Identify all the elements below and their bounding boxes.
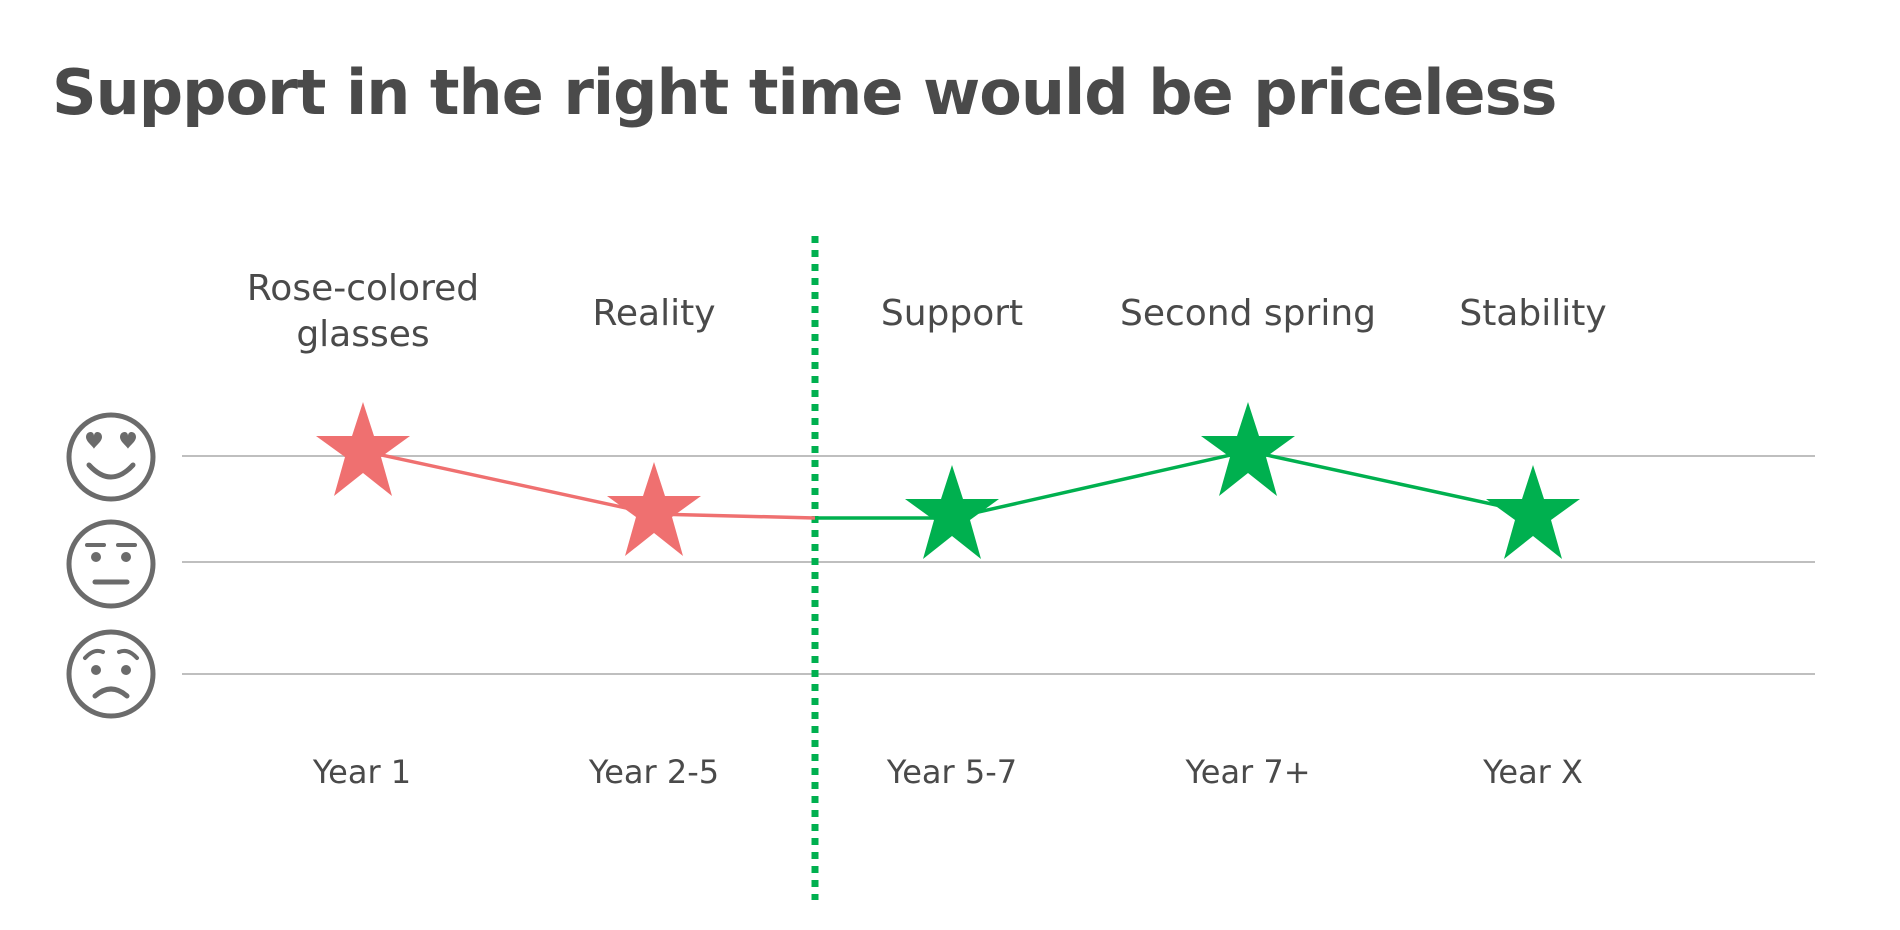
star-marker bbox=[607, 462, 701, 556]
heart-eyes-face-icon bbox=[66, 412, 156, 502]
period-label: Year 5-7 bbox=[886, 753, 1018, 791]
stage-label: Rose-colored glasses bbox=[246, 268, 480, 355]
star-marker bbox=[905, 465, 999, 559]
period-label: Year 7+ bbox=[1185, 753, 1311, 791]
star-marker bbox=[1486, 465, 1580, 559]
period-label: Year 2-5 bbox=[588, 753, 720, 791]
path-before bbox=[362, 449, 816, 520]
page-title: Support in the right time would be price… bbox=[52, 56, 1557, 129]
path-after bbox=[815, 449, 1534, 520]
period-label: Year 1 bbox=[312, 753, 412, 791]
stage-label: Support bbox=[880, 293, 1024, 334]
star-marker bbox=[316, 402, 410, 496]
worried-face-icon bbox=[66, 629, 156, 719]
neutral-face-icon bbox=[66, 519, 156, 609]
stage-label: Stability bbox=[1459, 293, 1607, 334]
stage-label: Reality bbox=[592, 293, 716, 334]
stage-label: Second spring bbox=[1119, 293, 1376, 334]
star-marker bbox=[1201, 402, 1295, 496]
period-label: Year X bbox=[1483, 753, 1583, 791]
